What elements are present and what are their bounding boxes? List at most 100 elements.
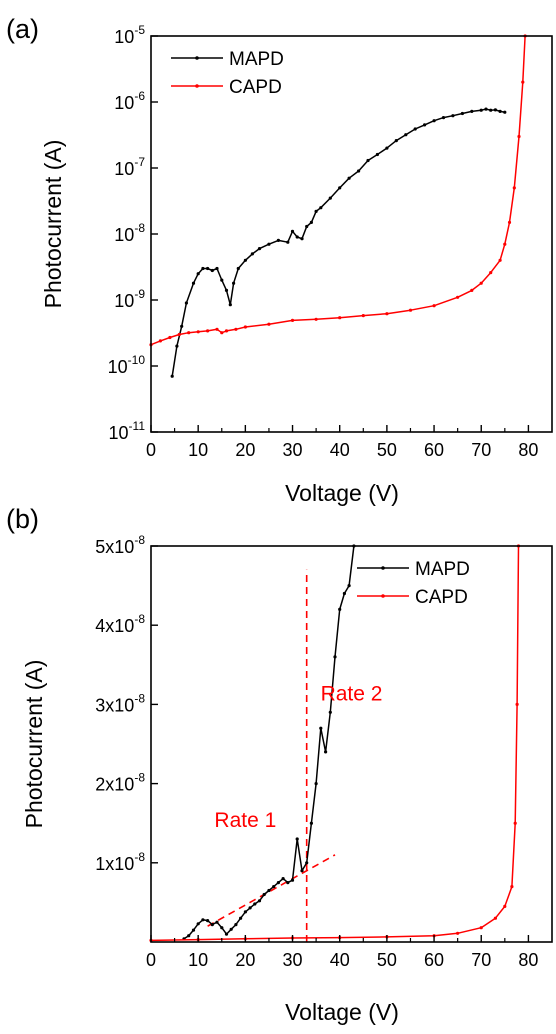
data-point-capd	[489, 271, 493, 275]
data-point-mapd	[295, 235, 299, 239]
data-point-mapd	[493, 108, 497, 112]
axes-b: 0 10 20 30 40 50 60 70 80 1x10-8 2x10-8 3x10-8 4x10-…	[95, 533, 538, 970]
data-point-mapd	[347, 176, 351, 180]
data-point-mapd	[385, 146, 389, 150]
data-point-mapd	[305, 224, 309, 229]
data-point-mapd	[286, 881, 290, 885]
data-point-capd	[515, 702, 519, 707]
data-point-capd	[206, 329, 210, 333]
data-point-mapd	[232, 281, 236, 285]
data-point-mapd	[309, 821, 313, 825]
legend-label-mapd: MAPD	[229, 49, 284, 70]
data-point-mapd	[234, 923, 238, 927]
chart-panel-a: (a) Photocurrent (A) Voltage (V) 0 10 20 30…	[6, 14, 553, 506]
data-point-capd	[470, 288, 474, 292]
data-point-mapd	[333, 655, 337, 659]
data-point-capd	[234, 327, 238, 331]
data-point-mapd	[489, 108, 493, 112]
annotation-rate-2: Rate 2	[321, 682, 383, 705]
data-point-capd	[338, 316, 342, 320]
data-point-mapd	[206, 266, 210, 271]
data-point-capd	[512, 186, 516, 190]
data-point-mapd	[229, 927, 233, 931]
data-point-mapd	[224, 932, 229, 936]
data-point-mapd	[276, 238, 280, 242]
data-point-mapd	[175, 344, 179, 348]
data-point-mapd	[272, 885, 276, 889]
data-point-mapd	[220, 926, 224, 930]
y-tick-label: 10-7	[114, 155, 145, 179]
data-point-mapd	[479, 108, 483, 112]
data-point-capd	[215, 327, 219, 331]
data-point-mapd	[281, 877, 285, 881]
data-point-mapd	[243, 910, 247, 914]
x-tick-label: 70	[471, 440, 491, 460]
data-point-mapd	[250, 252, 254, 256]
data-point-mapd	[338, 607, 342, 612]
data-point-capd	[456, 295, 460, 299]
x-axis-label-b: Voltage (V)	[285, 999, 399, 1025]
data-point-capd	[479, 926, 483, 930]
data-point-mapd	[319, 726, 323, 730]
series-line-mapd	[171, 108, 505, 377]
y-tick-label: 10-6	[114, 89, 145, 113]
data-point-capd	[385, 312, 389, 316]
data-point-capd	[498, 258, 502, 262]
data-point-mapd	[267, 242, 271, 246]
data-point-mapd	[484, 107, 488, 111]
guides-group-b	[207, 569, 336, 942]
data-point-mapd	[262, 892, 266, 897]
legend-a: MAPD CAPD	[171, 49, 284, 98]
data-point-mapd	[319, 206, 323, 210]
legend-marker-mapd	[381, 566, 385, 570]
x-tick-label: 10	[188, 950, 208, 970]
data-point-capd	[507, 220, 512, 224]
legend-b: MAPD CAPD	[357, 559, 470, 608]
data-point-capd	[408, 308, 413, 312]
data-point-mapd	[375, 152, 379, 157]
data-point-capd	[503, 904, 507, 909]
data-point-capd	[361, 314, 365, 318]
data-point-capd	[479, 281, 483, 285]
axes-a: 0 10 20 30 40 50 60 70 80 10-11 10-10 10-9 10-8 10-7 1…	[108, 23, 539, 460]
data-point-mapd	[228, 303, 232, 307]
y-tick-label: 10-8	[114, 221, 145, 245]
y-tick-label: 1x10-8	[95, 850, 145, 874]
data-point-capd	[510, 885, 514, 889]
data-point-mapd	[404, 133, 408, 137]
data-point-mapd	[290, 229, 295, 233]
data-point-mapd	[413, 127, 417, 131]
x-tick-label: 20	[235, 950, 255, 970]
data-point-capd	[493, 916, 497, 920]
series-line-mapd	[183, 545, 355, 940]
x-tick-label: 50	[377, 440, 397, 460]
data-point-mapd	[286, 240, 290, 244]
series-group-a	[149, 34, 527, 378]
data-point-mapd	[342, 591, 346, 596]
y-tick-label: 3x10-8	[95, 691, 145, 715]
data-point-capd	[456, 931, 460, 935]
data-point-capd	[314, 317, 318, 321]
y-tick-label: 4x10-8	[95, 612, 145, 636]
data-point-capd	[503, 242, 507, 246]
data-point-mapd	[184, 301, 188, 305]
data-point-mapd	[257, 899, 262, 903]
y-tick-label: 2x10-8	[95, 771, 145, 795]
data-point-mapd	[503, 110, 507, 114]
annotations-b: Rate 1 Rate 2	[214, 682, 382, 832]
data-point-mapd	[423, 123, 427, 127]
x-axis-label-a: Voltage (V)	[285, 480, 399, 506]
x-tick-label: 80	[518, 950, 538, 970]
data-point-mapd	[394, 139, 398, 143]
data-point-mapd	[366, 158, 370, 163]
data-point-mapd	[290, 878, 295, 882]
data-point-capd	[513, 821, 517, 825]
data-point-mapd	[239, 916, 243, 920]
data-point-capd	[187, 331, 191, 335]
x-tick-label: 10	[188, 440, 208, 460]
data-point-mapd	[170, 374, 174, 378]
data-point-capd	[224, 329, 229, 333]
y-tick-label: 10-5	[114, 23, 145, 47]
x-tick-label: 40	[330, 950, 350, 970]
data-point-mapd	[451, 114, 455, 118]
